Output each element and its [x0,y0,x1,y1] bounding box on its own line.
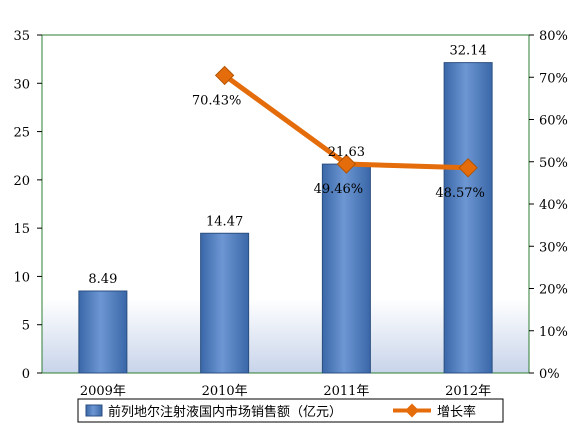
y-left-tick-label: 5 [22,319,30,334]
y-left-tick-label: 20 [13,174,30,189]
y-right-tick-label: 50% [539,156,568,171]
growth-point-2 [214,65,235,86]
y-left-tick-label: 0 [22,367,30,382]
bar-2 [200,232,250,374]
y-left-tick-label: 15 [13,222,30,237]
growth-label-3: 49.46% [314,182,364,197]
y-left-tick-label: 35 [13,29,30,44]
growth-point-3 [336,154,357,174]
bar-label-2: 14.47 [206,214,243,229]
x-tick-label-1: 2009年 [80,384,126,399]
bar-3 [321,163,371,374]
bar-label-1: 8.49 [88,272,117,287]
y-right-tick-label: 40% [539,198,568,213]
legend-bar-swatch [85,404,103,417]
y-right-tick-label: 0% [539,367,560,382]
bar-label-3: 21.63 [328,145,365,160]
y-right-tick-label: 70% [539,71,568,86]
y-left-tick-label: 25 [13,126,30,141]
y-left-tick-label: 10 [13,270,30,285]
x-tick-label-4: 2012年 [445,384,491,399]
bar-1 [78,290,128,374]
y-left-tick-label: 30 [13,77,30,92]
legend-line-label: 增长率 [437,404,476,420]
y-right-tick-label: 10% [539,325,568,340]
growth-label-2: 70.43% [192,93,242,108]
legend-line-marker [405,403,419,418]
x-tick-label-2: 2010年 [202,384,248,399]
legend-bar-label: 前列地尔注射液国内市场销售额（亿元） [108,404,342,420]
legend-box [77,398,504,423]
bar-4 [443,62,493,374]
x-tick-label-3: 2011年 [323,384,369,399]
y-right-tick-label: 60% [539,114,568,129]
y-right-tick-label: 20% [539,283,568,298]
growth-point-4 [458,158,478,178]
bar-label-4: 32.14 [450,44,487,59]
y-right-tick-label: 80% [539,29,568,44]
growth-label-4: 48.57% [435,186,485,201]
y-right-tick-label: 30% [539,240,568,255]
